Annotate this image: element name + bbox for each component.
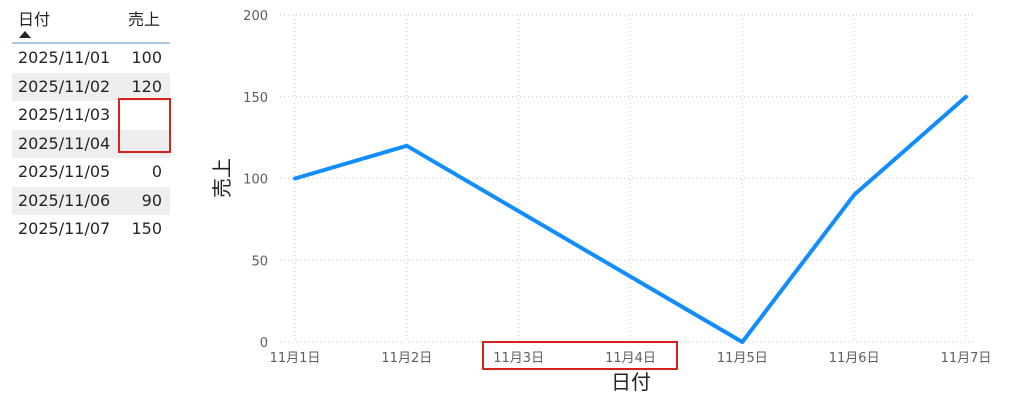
table-row: 2025/11/04 (12, 129, 170, 158)
cell-sales: 150 (131, 219, 162, 238)
cell-sales: 100 (131, 48, 162, 67)
cell-sales: 0 (151, 162, 162, 181)
x-tick-label: 11月6日 (829, 351, 880, 366)
x-tick-label: 11月7日 (941, 351, 992, 366)
table-header: 日付 売上 (12, 4, 170, 44)
x-tick-label: 11月2日 (381, 351, 432, 366)
cell-date: 2025/11/02 (18, 76, 111, 96)
gridlines (280, 14, 975, 343)
cell-date: 2025/11/07 (18, 219, 111, 238)
y-axis-title: 売上 (210, 158, 234, 198)
table-row: 2025/11/05 0 (12, 158, 170, 187)
cell-date: 2025/11/03 (18, 105, 111, 124)
column-header-date[interactable]: 日付 (18, 10, 51, 29)
series-lines (293, 94, 968, 344)
cell-date: 2025/11/05 (18, 162, 111, 181)
cell-date: 2025/11/01 (18, 48, 111, 67)
y-tick-label: 200 (243, 9, 268, 24)
blank-cells-highlight-box (118, 98, 171, 153)
x-axis-ticks: 11月1日 11月2日 11月3日 11月4日 11月5日 11月6日 11月7日 (270, 351, 992, 366)
sales-series-line[interactable] (293, 94, 968, 344)
cell-date: 2025/11/04 (18, 133, 111, 153)
table-row: 2025/11/06 90 (12, 186, 170, 215)
sort-ascending-icon[interactable] (19, 31, 31, 38)
x-tick-label: 11月1日 (270, 351, 321, 366)
table-row: 2025/11/07 150 (12, 215, 170, 244)
table-row: 2025/11/02 120 (12, 72, 170, 101)
y-axis-ticks: 0 50 100 150 200 (243, 9, 268, 351)
table-row: 2025/11/03 (12, 101, 170, 130)
cell-date: 2025/11/06 (18, 190, 111, 210)
cell-sales: 120 (131, 76, 162, 96)
missing-dates-highlight-box (482, 341, 678, 370)
y-tick-label: 50 (251, 254, 268, 269)
cell-sales: 90 (141, 190, 162, 210)
x-tick-label: 11月5日 (717, 351, 768, 366)
table-row: 2025/11/01 100 (12, 44, 170, 73)
y-tick-label: 150 (243, 91, 268, 106)
y-tick-label: 100 (243, 173, 268, 188)
x-axis-title: 日付 (611, 370, 651, 394)
y-tick-label: 0 (260, 336, 268, 351)
sales-table: 日付 売上 2025/11/01 100 2025/11/02 120 2025… (12, 4, 170, 244)
x-tick-label: 11月3日 (493, 351, 544, 366)
column-header-sales[interactable]: 売上 (127, 10, 160, 29)
x-tick-label: 11月4日 (605, 351, 656, 366)
